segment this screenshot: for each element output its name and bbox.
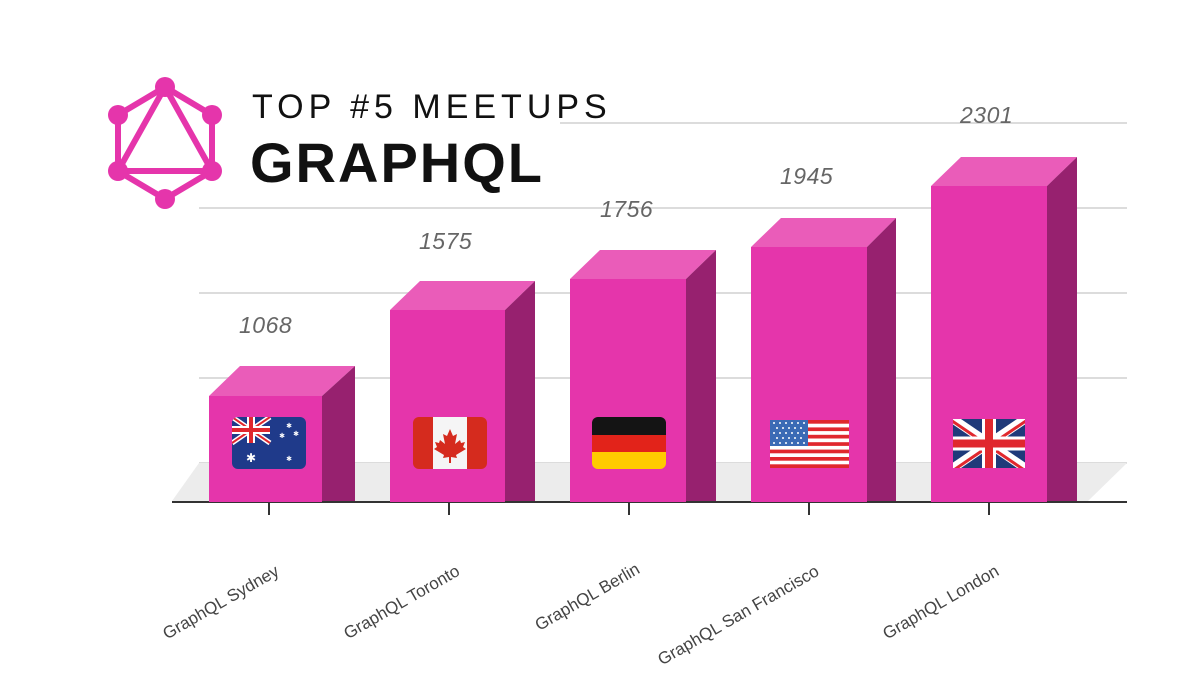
x-axis (172, 501, 1127, 503)
chart-title: GRAPHQL (250, 131, 544, 194)
graphql-logo-icon (108, 77, 222, 209)
svg-text:✱: ✱ (246, 451, 256, 465)
x-tick (268, 503, 270, 515)
canada-flag-icon (413, 417, 487, 469)
gridline (199, 207, 1127, 209)
x-tick (628, 503, 630, 515)
svg-text:✱: ✱ (286, 422, 292, 430)
germany-flag-icon (592, 417, 666, 469)
usa-flag-icon (770, 420, 849, 468)
svg-text:✱: ✱ (293, 430, 299, 438)
value-label: 1068 (239, 312, 293, 338)
uk-flag-icon (953, 419, 1025, 468)
svg-text:✱: ✱ (279, 432, 285, 440)
value-label: 2301 (960, 102, 1014, 128)
value-label: 1756 (600, 196, 654, 222)
value-label: 1945 (780, 163, 834, 189)
x-tick (808, 503, 810, 515)
x-tick (988, 503, 990, 515)
value-label: 1575 (419, 228, 473, 254)
svg-text:✱: ✱ (286, 455, 292, 463)
australia-flag-icon: ✱ ✱ ✱ ✱ ✱ (232, 417, 306, 469)
chart-subtitle: TOP #5 MEETUPS (252, 88, 612, 126)
x-tick (448, 503, 450, 515)
gridline (560, 122, 1127, 124)
